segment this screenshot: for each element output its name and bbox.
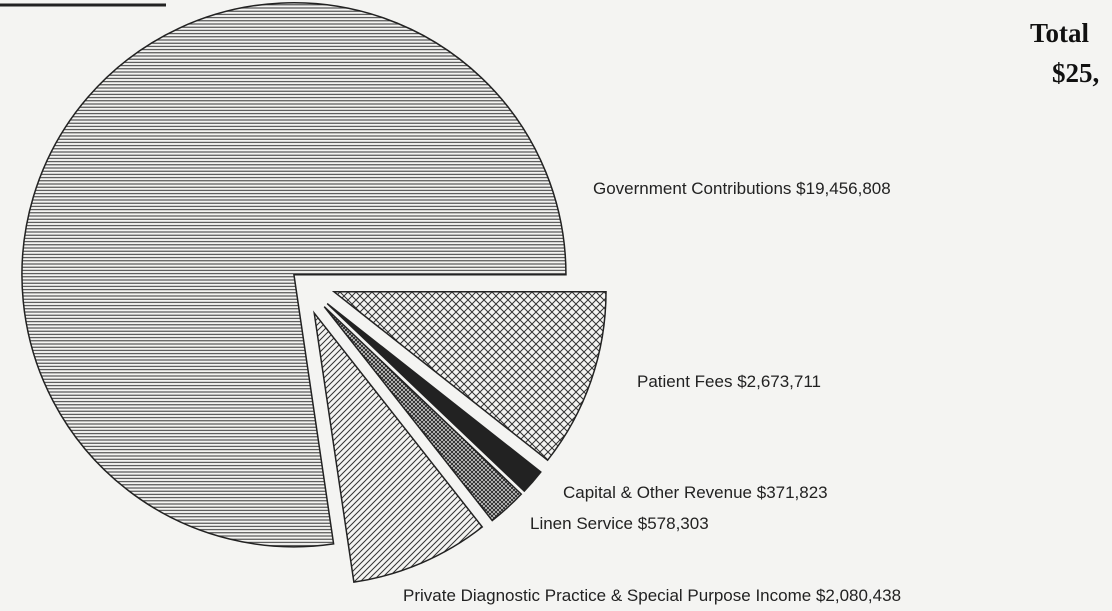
labels: Government Contributions $19,456,808 Pati…	[403, 179, 901, 605]
category-name: Patient Fees	[637, 372, 732, 391]
category-name: Linen Service	[530, 514, 633, 533]
value-label: $19,456,808	[796, 179, 891, 198]
pie-slice	[21, 2, 567, 548]
pie-slice	[331, 291, 607, 462]
value-label: $371,823	[757, 483, 828, 502]
category-name: Government Contributions	[593, 179, 791, 198]
pie-slice	[313, 310, 484, 584]
slice-label: Patient Fees $2,673,711	[637, 372, 821, 391]
slice-label: Private Diagnostic Practice & Special Pu…	[403, 586, 901, 605]
slice-label: Capital & Other Revenue $371,823	[563, 483, 828, 502]
category-name: Capital & Other Revenue	[563, 483, 752, 502]
slice-label: Linen Service $578,303	[530, 514, 709, 533]
pie-slice	[323, 306, 523, 522]
pie-slice	[326, 302, 542, 493]
value-label: $2,080,438	[816, 586, 901, 605]
category-name: Private Diagnostic Practice & Special Pu…	[403, 586, 811, 605]
chart-subtitle: $25,	[1052, 58, 1099, 88]
value-label: $2,673,711	[737, 372, 821, 391]
value-label: $578,303	[638, 514, 709, 533]
slice-label: Government Contributions $19,456,808	[593, 179, 891, 198]
chart-title: Total	[1030, 18, 1090, 48]
pie	[21, 2, 607, 584]
